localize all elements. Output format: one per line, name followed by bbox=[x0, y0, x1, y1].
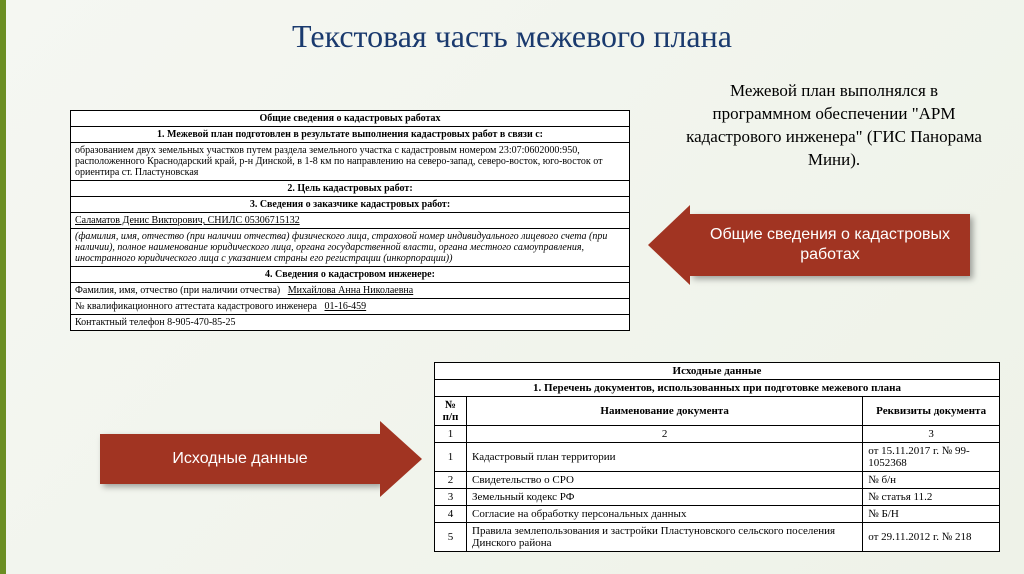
form-source-data: Исходные данные 1. Перечень документов, … bbox=[434, 362, 1000, 552]
form1-s1: 1. Межевой план подготовлен в результате… bbox=[71, 127, 629, 143]
cell-req: от 15.11.2017 г. № 99-1052368 bbox=[863, 443, 1000, 472]
cell-n: 5 bbox=[435, 523, 467, 552]
form1-fio: Фамилия, имя, отчество (при наличии отче… bbox=[71, 283, 629, 299]
form-general-info: Общие сведения о кадастровых работах 1. … bbox=[70, 110, 630, 331]
cell-n: 4 bbox=[435, 506, 467, 523]
cell-name: Кадастровый план территории bbox=[467, 443, 863, 472]
form1-header: Общие сведения о кадастровых работах bbox=[71, 111, 629, 127]
numrow-1: 1 bbox=[435, 426, 467, 443]
arrow-source-data: Исходные данные bbox=[100, 434, 380, 484]
col-req: Реквизиты документа bbox=[863, 397, 1000, 426]
cell-req: № статья 11.2 bbox=[863, 489, 1000, 506]
form2-header: Исходные данные bbox=[435, 363, 1000, 380]
col-np: № п/п bbox=[435, 397, 467, 426]
form1-s2: 2. Цель кадастровых работ: bbox=[71, 181, 629, 197]
form1-s3: 3. Сведения о заказчике кадастровых рабо… bbox=[71, 197, 629, 213]
table-row: 3Земельный кодекс РФ№ статья 11.2 bbox=[435, 489, 1000, 506]
intro-text: Межевой план выполнялся в программном об… bbox=[684, 80, 984, 172]
numrow-2: 2 bbox=[467, 426, 863, 443]
form1-tel: Контактный телефон 8-905-470-85-25 bbox=[71, 315, 629, 330]
table-row: 1Кадастровый план территорииот 15.11.201… bbox=[435, 443, 1000, 472]
cell-req: от 29.11.2012 г. № 218 bbox=[863, 523, 1000, 552]
form1-att: № квалификационного аттестата кадастрово… bbox=[71, 299, 629, 315]
accent-bar bbox=[0, 0, 6, 574]
arrow-head-icon bbox=[648, 205, 690, 285]
form1-s4: 4. Сведения о кадастровом инженере: bbox=[71, 267, 629, 283]
cell-name: Свидетельство о СРО bbox=[467, 472, 863, 489]
form2-sub: 1. Перечень документов, использованных п… bbox=[435, 380, 1000, 397]
arrow-label: Общие сведения о кадастровых работах bbox=[690, 214, 970, 276]
cell-name: Согласие на обработку персональных данны… bbox=[467, 506, 863, 523]
table-row: 5Правила землепользования и застройки Пл… bbox=[435, 523, 1000, 552]
numrow-3: 3 bbox=[863, 426, 1000, 443]
form1-s3-note: (фамилия, имя, отчество (при наличии отч… bbox=[71, 229, 629, 267]
cell-req: № б/н bbox=[863, 472, 1000, 489]
slide-title: Текстовая часть межевого плана bbox=[0, 0, 1024, 55]
col-name: Наименование документа bbox=[467, 397, 863, 426]
table-row: 2Свидетельство о СРО№ б/н bbox=[435, 472, 1000, 489]
table-row: 4Согласие на обработку персональных данн… bbox=[435, 506, 1000, 523]
arrow-general-info: Общие сведения о кадастровых работах bbox=[690, 214, 970, 276]
cell-n: 2 bbox=[435, 472, 467, 489]
cell-req: № Б/Н bbox=[863, 506, 1000, 523]
cell-name: Земельный кодекс РФ bbox=[467, 489, 863, 506]
form1-s3-val: Саламатов Денис Викторович, СНИЛС 053067… bbox=[71, 213, 629, 229]
form1-s1-body: образованием двух земельных участков пут… bbox=[71, 143, 629, 181]
cell-n: 1 bbox=[435, 443, 467, 472]
cell-name: Правила землепользования и застройки Пла… bbox=[467, 523, 863, 552]
cell-n: 3 bbox=[435, 489, 467, 506]
arrow-label: Исходные данные bbox=[100, 434, 380, 484]
arrow-head-icon bbox=[380, 421, 422, 497]
